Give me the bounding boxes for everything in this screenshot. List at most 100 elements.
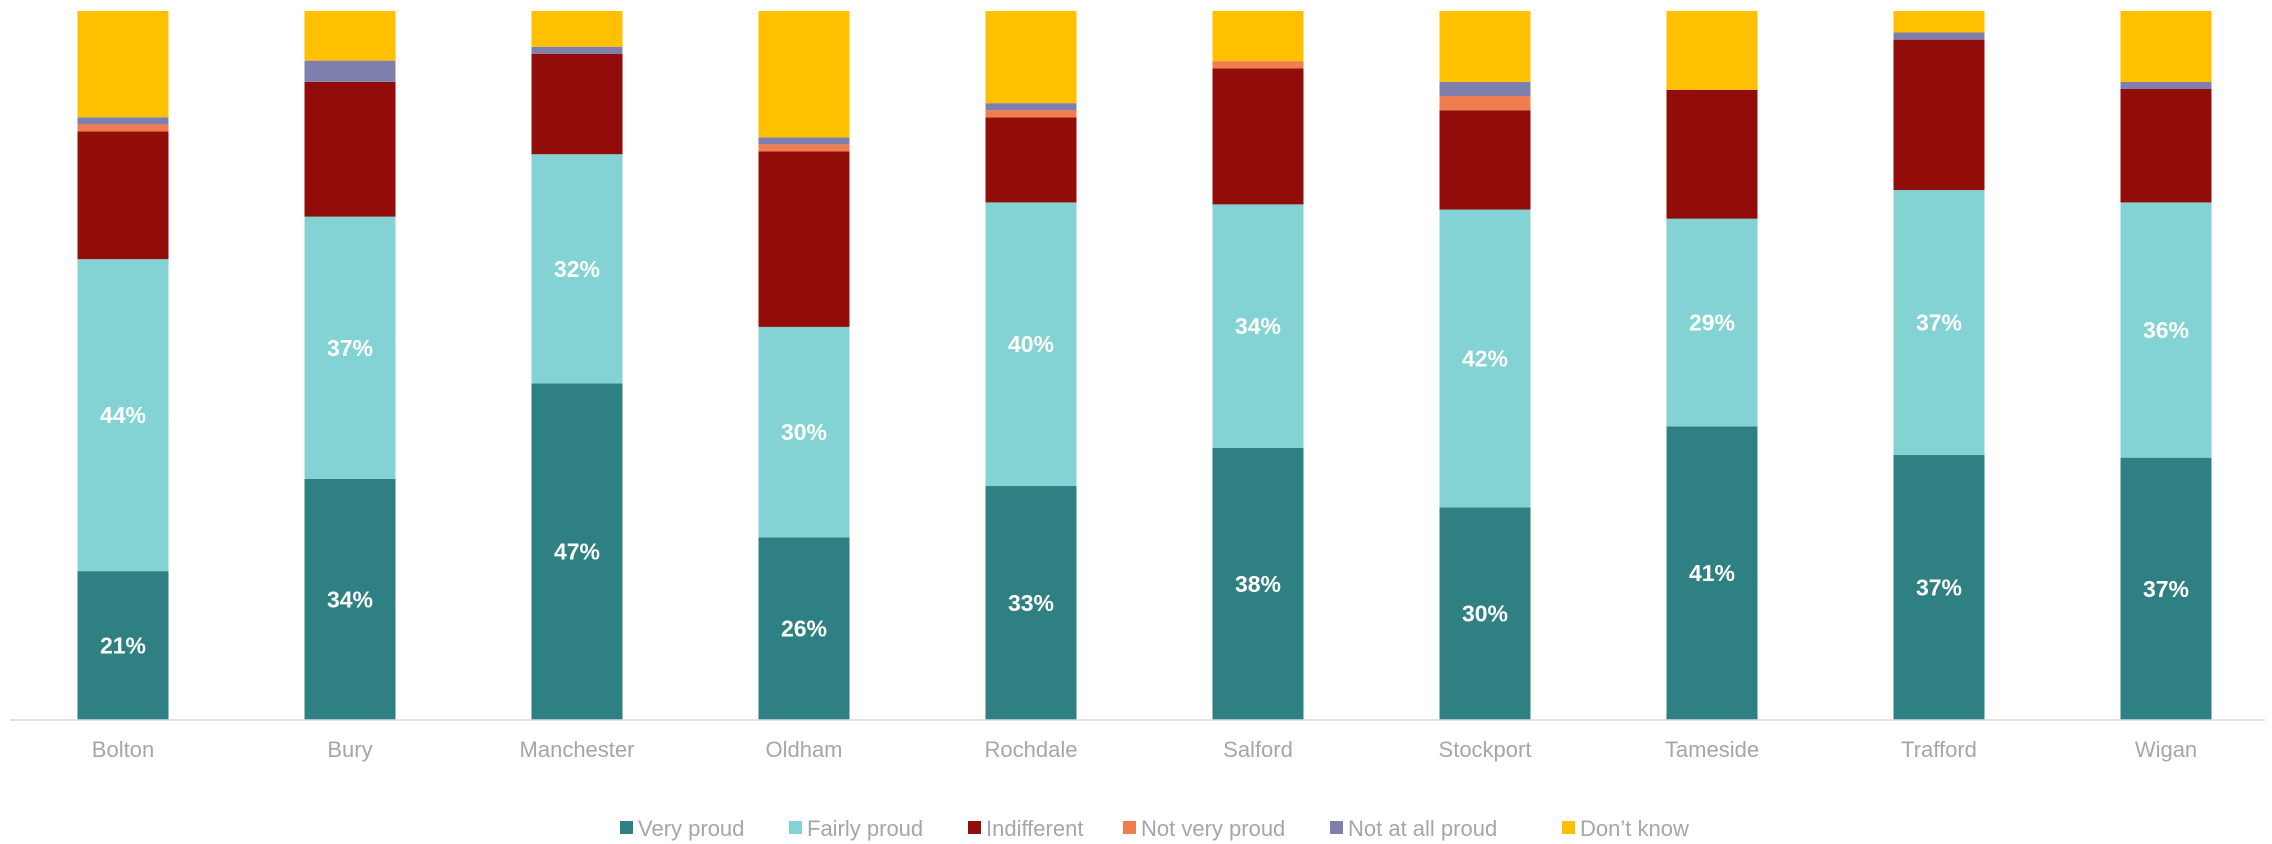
legend-label-not-very-proud: Not very proud xyxy=(1141,816,1285,841)
bar-wigan-very-proud xyxy=(2120,457,2212,720)
bar-rochdale-very-proud xyxy=(985,486,1077,720)
data-label-rochdale-very-proud: 33% xyxy=(1008,590,1054,616)
data-label-manchester-very-proud: 47% xyxy=(554,539,600,565)
data-label-tameside-fairly-proud: 29% xyxy=(1689,310,1735,336)
legend-item-don-t-know: Don’t know xyxy=(1562,816,1689,841)
legend: Very proud Fairly proud Indifferent Not ver… xyxy=(620,816,1689,841)
bar-tameside-indifferent xyxy=(1666,89,1758,219)
data-label-salford-very-proud: 38% xyxy=(1235,571,1281,597)
bar-stockport-very-proud xyxy=(1439,507,1531,720)
bar-stockport-don-t-know xyxy=(1439,11,1531,82)
data-label-rochdale-fairly-proud: 40% xyxy=(1008,331,1054,357)
legend-swatch-not-at-all-proud xyxy=(1330,821,1343,834)
bar-oldham-very-proud xyxy=(758,537,850,720)
bar-salford-very-proud xyxy=(1212,447,1304,720)
bar-stockport-indifferent xyxy=(1439,110,1531,210)
legend-item-fairly-proud: Fairly proud xyxy=(789,816,923,841)
bar-bolton-don-t-know xyxy=(77,11,169,118)
bar-stockport-not-very-proud xyxy=(1439,96,1531,111)
x-tick-label-trafford: Trafford xyxy=(1901,737,1977,762)
x-tick-label-tameside: Tameside xyxy=(1665,737,1759,762)
data-label-salford-fairly-proud: 34% xyxy=(1235,313,1281,339)
data-label-bury-fairly-proud: 37% xyxy=(327,335,373,361)
bar-bolton-fairly-proud xyxy=(77,259,169,572)
legend-item-not-very-proud: Not very proud xyxy=(1123,816,1285,841)
data-label-manchester-fairly-proud: 32% xyxy=(554,256,600,282)
bar-stockport-fairly-proud xyxy=(1439,209,1531,508)
data-label-tameside-very-proud: 41% xyxy=(1689,560,1735,586)
bar-salford-fairly-proud xyxy=(1212,204,1304,448)
x-tick-label-rochdale: Rochdale xyxy=(985,737,1078,762)
bar-manchester-very-proud xyxy=(531,383,623,720)
bar-bolton-not-at-all-proud xyxy=(77,117,169,125)
x-tick-label-bolton: Bolton xyxy=(92,737,154,762)
legend-label-don-t-know: Don’t know xyxy=(1580,816,1689,841)
bar-bury-fairly-proud xyxy=(304,216,396,479)
legend-item-indifferent: Indifferent xyxy=(968,816,1083,841)
legend-label-very-proud: Very proud xyxy=(638,816,744,841)
x-tick-label-stockport: Stockport xyxy=(1439,737,1532,762)
bar-trafford-fairly-proud xyxy=(1893,190,1985,456)
bar-trafford-don-t-know xyxy=(1893,11,1985,33)
x-tick-label-oldham: Oldham xyxy=(765,737,842,762)
bar-wigan-not-at-all-proud xyxy=(2120,81,2212,89)
x-tick-label-salford: Salford xyxy=(1223,737,1293,762)
legend-swatch-don-t-know xyxy=(1562,821,1575,834)
data-label-stockport-fairly-proud: 42% xyxy=(1462,345,1508,371)
bar-oldham-don-t-know xyxy=(758,11,850,138)
legend-item-not-at-all-proud: Not at all proud xyxy=(1330,816,1497,841)
bar-rochdale-don-t-know xyxy=(985,11,1077,104)
bar-bolton-not-very-proud xyxy=(77,124,169,132)
bar-bury-don-t-know xyxy=(304,11,396,61)
legend-swatch-very-proud xyxy=(620,821,633,834)
bar-bury-not-at-all-proud xyxy=(304,60,396,82)
bar-salford-not-very-proud xyxy=(1212,61,1304,69)
bar-manchester-not-at-all-proud xyxy=(531,46,623,54)
data-label-trafford-very-proud: 37% xyxy=(1916,575,1962,601)
data-label-bolton-very-proud: 21% xyxy=(100,633,146,659)
data-label-bolton-fairly-proud: 44% xyxy=(100,402,146,428)
bar-manchester-don-t-know xyxy=(531,11,623,47)
data-label-stockport-very-proud: 30% xyxy=(1462,601,1508,627)
bar-trafford-very-proud xyxy=(1893,455,1985,720)
bar-rochdale-fairly-proud xyxy=(985,202,1077,487)
bar-rochdale-not-at-all-proud xyxy=(985,103,1077,111)
legend-label-indifferent: Indifferent xyxy=(986,816,1083,841)
bars-layer: 21% 44% 34% 37% 47% 32% 26% 30% 33% 40% 38% 34% 30% 4… xyxy=(77,11,2212,720)
bar-salford-don-t-know xyxy=(1212,11,1304,62)
bar-bolton-very-proud xyxy=(77,571,169,720)
bar-trafford-indifferent xyxy=(1893,39,1985,191)
bar-oldham-fairly-proud xyxy=(758,326,850,538)
bar-wigan-fairly-proud xyxy=(2120,202,2212,458)
bar-tameside-very-proud xyxy=(1666,426,1758,720)
legend-item-very-proud: Very proud xyxy=(620,816,744,841)
data-label-trafford-fairly-proud: 37% xyxy=(1916,310,1962,336)
data-label-wigan-very-proud: 37% xyxy=(2143,576,2189,602)
bar-tameside-fairly-proud xyxy=(1666,218,1758,427)
x-tick-labels: Bolton Bury Manchester Oldham Rochdale Salfor… xyxy=(92,737,2197,762)
data-label-oldham-fairly-proud: 30% xyxy=(781,419,827,445)
legend-swatch-indifferent xyxy=(968,821,981,834)
bar-oldham-indifferent xyxy=(758,151,850,327)
x-tick-label-wigan: Wigan xyxy=(2135,737,2197,762)
bar-stockport-not-at-all-proud xyxy=(1439,81,1531,97)
bar-tameside-don-t-know xyxy=(1666,11,1758,90)
bar-trafford-not-at-all-proud xyxy=(1893,32,1985,40)
legend-label-fairly-proud: Fairly proud xyxy=(807,816,923,841)
bar-bolton-indifferent xyxy=(77,131,169,260)
data-label-wigan-fairly-proud: 36% xyxy=(2143,317,2189,343)
legend-swatch-not-very-proud xyxy=(1123,821,1136,834)
x-tick-label-bury: Bury xyxy=(327,737,372,762)
bar-rochdale-not-very-proud xyxy=(985,110,1077,118)
bar-manchester-fairly-proud xyxy=(531,154,623,384)
bar-wigan-don-t-know xyxy=(2120,11,2212,82)
bar-salford-indifferent xyxy=(1212,68,1304,205)
legend-label-not-at-all-proud: Not at all proud xyxy=(1348,816,1497,841)
data-label-bury-very-proud: 34% xyxy=(327,586,373,612)
bar-bury-very-proud xyxy=(304,478,396,720)
bar-bury-indifferent xyxy=(304,81,396,217)
bar-oldham-not-at-all-proud xyxy=(758,137,850,145)
x-tick-label-manchester: Manchester xyxy=(520,737,635,762)
data-label-oldham-very-proud: 26% xyxy=(781,616,827,642)
